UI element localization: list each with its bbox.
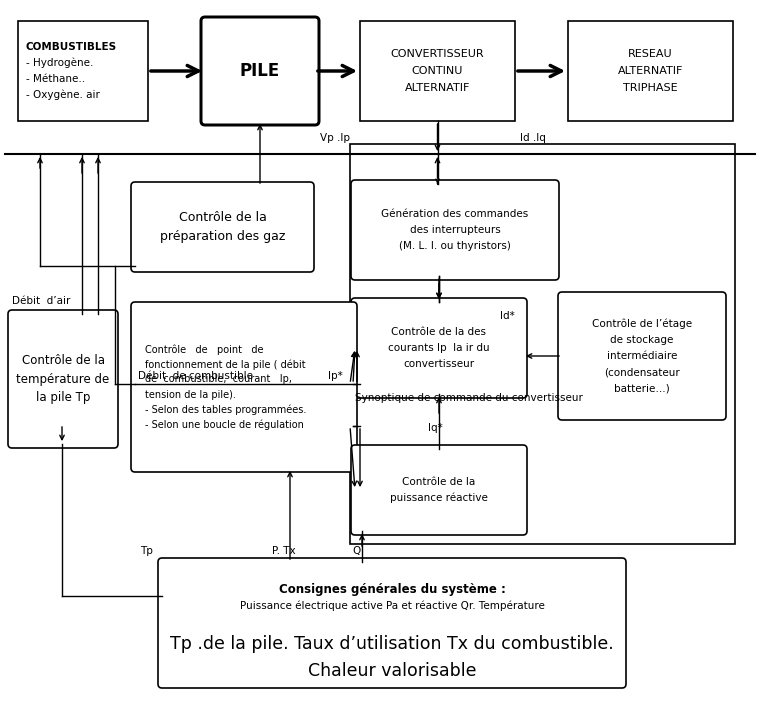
Text: des interrupteurs: des interrupteurs [410,225,500,235]
Text: ALTERNATIF: ALTERNATIF [618,66,683,76]
Bar [568,21,733,121]
Text: (M. L. I. ou thyristors): (M. L. I. ou thyristors) [399,241,511,251]
Text: Ip*: Ip* [328,371,343,381]
Text: la pile Tp: la pile Tp [36,391,90,404]
Text: Génération des commandes: Génération des commandes [382,209,529,219]
Text: Contrôle   de   point   de: Contrôle de point de [145,344,264,354]
Text: RESEAU: RESEAU [629,49,673,59]
Text: convertisseur: convertisseur [404,359,474,369]
Text: Contrôle de la: Contrôle de la [402,477,476,487]
Text: Débit  de combustible: Débit de combustible [138,371,253,381]
Text: Tp: Tp [140,546,153,556]
Text: Contrôle de la: Contrôle de la [21,354,104,367]
FancyBboxPatch shape [351,445,527,535]
Text: Contrôle de la: Contrôle de la [179,211,267,224]
Text: Contrôle de la des: Contrôle de la des [391,327,486,337]
Text: COMBUSTIBLES: COMBUSTIBLES [26,42,117,52]
Text: Tp .de la pile. Taux d’utilisation Tx du combustible.: Tp .de la pile. Taux d’utilisation Tx du… [170,635,614,653]
Text: ALTERNATIF: ALTERNATIF [405,83,470,93]
Text: Iq*: Iq* [428,423,443,433]
Text: Vp .Ip: Vp .Ip [320,133,350,143]
Text: fonctionnement de la pile ( débit: fonctionnement de la pile ( débit [145,359,306,370]
Text: - Selon une boucle de régulation: - Selon une boucle de régulation [145,419,304,430]
Text: de stockage: de stockage [610,335,673,345]
FancyBboxPatch shape [558,292,726,420]
Text: Chaleur valorisable: Chaleur valorisable [308,662,477,680]
Text: Id .Iq: Id .Iq [520,133,546,143]
Text: Synoptique de commande du convertisseur: Synoptique de commande du convertisseur [355,393,583,403]
Text: batterie…): batterie…) [614,383,670,393]
Text: CONVERTISSEUR: CONVERTISSEUR [391,49,484,59]
Text: de  combustible,  courant   Ip,: de combustible, courant Ip, [145,374,292,385]
Bar [360,21,515,121]
FancyBboxPatch shape [351,298,527,398]
Text: intermédiaire: intermédiaire [606,351,677,361]
Text: - Oxygène. air: - Oxygène. air [26,90,100,100]
FancyBboxPatch shape [131,302,357,472]
Text: CONTINU: CONTINU [412,66,463,76]
Text: - Hydrogène.: - Hydrogène. [26,58,93,68]
Text: Puissance électrique active Pa et réactive Qr. Température: Puissance électrique active Pa et réacti… [239,601,544,611]
Text: TRIPHASE: TRIPHASE [623,83,678,93]
Text: P. Tx: P. Tx [272,546,296,556]
Text: Consignes générales du système :: Consignes générales du système : [279,583,505,597]
Text: Débit  d’air: Débit d’air [12,296,71,306]
Text: PILE: PILE [240,62,280,80]
Text: Id*: Id* [500,311,515,321]
FancyBboxPatch shape [8,310,118,448]
FancyBboxPatch shape [158,558,626,688]
Text: préparation des gaz: préparation des gaz [160,230,285,243]
Text: température de: température de [17,373,109,385]
FancyBboxPatch shape [351,180,559,280]
Text: - Méthane..: - Méthane.. [26,74,85,84]
Text: - Selon des tables programmées.: - Selon des tables programmées. [145,405,306,415]
Text: courants Ip  la ir du: courants Ip la ir du [388,343,489,353]
Text: puissance réactive: puissance réactive [390,493,488,503]
FancyBboxPatch shape [131,182,314,272]
Text: Q: Q [352,546,360,556]
Text: Contrôle de l’étage: Contrôle de l’étage [592,318,692,329]
FancyBboxPatch shape [201,17,319,125]
Bar [18,21,148,121]
Bar [350,144,735,544]
Text: tension de la pile).: tension de la pile). [145,390,236,400]
Text: (condensateur: (condensateur [604,367,680,377]
